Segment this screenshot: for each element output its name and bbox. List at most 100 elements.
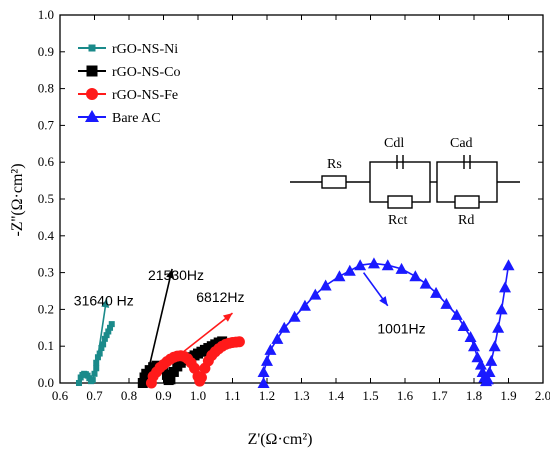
data-point	[481, 373, 494, 385]
data-point	[100, 341, 107, 348]
data-point	[233, 336, 245, 348]
data-series	[75, 257, 515, 389]
data-point	[93, 359, 100, 366]
data-point	[108, 321, 115, 328]
annotation: 31640 Hz	[74, 293, 134, 369]
annotation: 21530Hz	[147, 267, 204, 373]
y-tick-label: 0.6	[38, 154, 55, 169]
data-point	[430, 286, 443, 298]
data-point	[450, 308, 463, 320]
data-point	[474, 358, 487, 370]
data-point	[195, 371, 207, 383]
circuit-label-cad: Cad	[450, 136, 473, 151]
annotation-label: 1001Hz	[377, 320, 425, 336]
data-point	[298, 299, 311, 311]
annotation-arrowhead	[379, 296, 388, 306]
x-tick-label: 0.8	[121, 388, 137, 403]
axes: 0.6 0.7 0.8 0.9 1.0 1.1 1.2 1.3 1.4 1.5 1.6 1.7 1.8 1…	[38, 7, 550, 403]
x-tick-label: 1.9	[500, 388, 516, 403]
data-point	[96, 350, 103, 357]
data-point	[354, 259, 367, 271]
data-point	[485, 354, 498, 366]
data-point	[271, 332, 284, 344]
data-point	[278, 321, 291, 333]
data-point	[457, 319, 470, 331]
y-tick-label: 0.5	[38, 191, 54, 206]
legend-label-co: rGO-NS-Co	[112, 65, 180, 80]
data-point	[75, 380, 82, 386]
legend-label-ac: Bare AC	[112, 111, 161, 126]
circuit-label-rct: Rct	[388, 213, 408, 228]
x-tick-label: 1.8	[466, 388, 482, 403]
y-tick-label: 0.8	[38, 81, 54, 96]
x-tick-label: 2.0	[535, 388, 550, 403]
data-point	[168, 366, 179, 377]
x-tick-label: 1.1	[224, 388, 240, 403]
x-axis-label: Z'(Ω·cm²)	[248, 431, 313, 448]
data-point	[257, 365, 270, 377]
legend-item-ni: rGO-NS-Ni	[78, 42, 178, 57]
legend-item-co: rGO-NS-Co	[78, 65, 180, 80]
x-tick-label: 0.9	[155, 388, 171, 403]
data-point	[257, 377, 270, 388]
y-tick-label: 0.9	[38, 44, 54, 59]
data-point	[499, 281, 512, 293]
y-tick-label: 1.0	[38, 7, 54, 22]
data-point	[288, 310, 301, 322]
data-point	[98, 345, 105, 352]
annotation-arrow	[147, 268, 173, 373]
data-point	[492, 321, 505, 333]
data-point	[409, 270, 422, 282]
data-point	[165, 374, 176, 385]
series-rgo-ns-fe	[145, 336, 245, 389]
circuit-label-cdl: Cdl	[384, 136, 404, 151]
data-point	[261, 354, 273, 366]
series-bare-ac	[257, 257, 515, 388]
legend-item-ac: Bare AC	[78, 110, 161, 126]
x-tick-label: 1.7	[431, 388, 448, 403]
annotation-label: 6812Hz	[196, 289, 244, 305]
x-tick-label: 0.7	[86, 388, 103, 403]
series-rgo-ns-ni	[75, 321, 115, 386]
data-point	[343, 264, 356, 276]
data-point	[137, 378, 148, 388]
data-point	[319, 279, 332, 291]
data-point	[367, 257, 380, 269]
data-point	[381, 259, 394, 271]
data-point	[483, 365, 496, 377]
annotation-arrowhead	[166, 268, 174, 279]
annotation-arrow	[152, 312, 233, 377]
y-tick-label: 0.2	[38, 301, 54, 316]
data-point	[419, 277, 432, 289]
x-tick-label: 1.0	[190, 388, 206, 403]
legend-label-fe: rGO-NS-Fe	[112, 88, 178, 103]
data-point	[395, 262, 408, 274]
legend-item-fe: rGO-NS-Fe	[78, 88, 178, 103]
legend: rGO-NS-Ni rGO-NS-Co rGO-NS-Fe Bare AC	[78, 42, 180, 126]
legend-label-ni: rGO-NS-Ni	[112, 42, 178, 57]
data-point	[495, 303, 508, 315]
circuit-labels: Rs Cdl Rct Cad Rd	[327, 136, 474, 228]
data-point	[333, 270, 346, 282]
data-point	[488, 340, 501, 352]
data-point	[440, 297, 453, 309]
data-point	[91, 370, 98, 377]
annotation-label: 31640 Hz	[74, 293, 134, 309]
annotation-arrowhead	[222, 313, 233, 322]
data-point	[107, 324, 114, 331]
x-tick-label: 1.4	[328, 388, 345, 403]
y-axis-label: -Z''(Ω·cm²)	[9, 163, 26, 236]
data-point	[502, 259, 515, 271]
data-point	[464, 331, 477, 342]
annotation: 6812Hz	[152, 289, 245, 377]
x-tick-label: 0.6	[52, 388, 69, 403]
data-point	[309, 288, 322, 300]
data-point	[264, 343, 277, 355]
data-point	[101, 335, 108, 342]
y-tick-label: 0.7	[38, 117, 55, 132]
data-point	[89, 377, 96, 384]
annotation: 1001Hz	[362, 272, 426, 336]
x-tick-label: 1.6	[397, 388, 414, 403]
circuit-label-rs: Rs	[327, 157, 342, 172]
